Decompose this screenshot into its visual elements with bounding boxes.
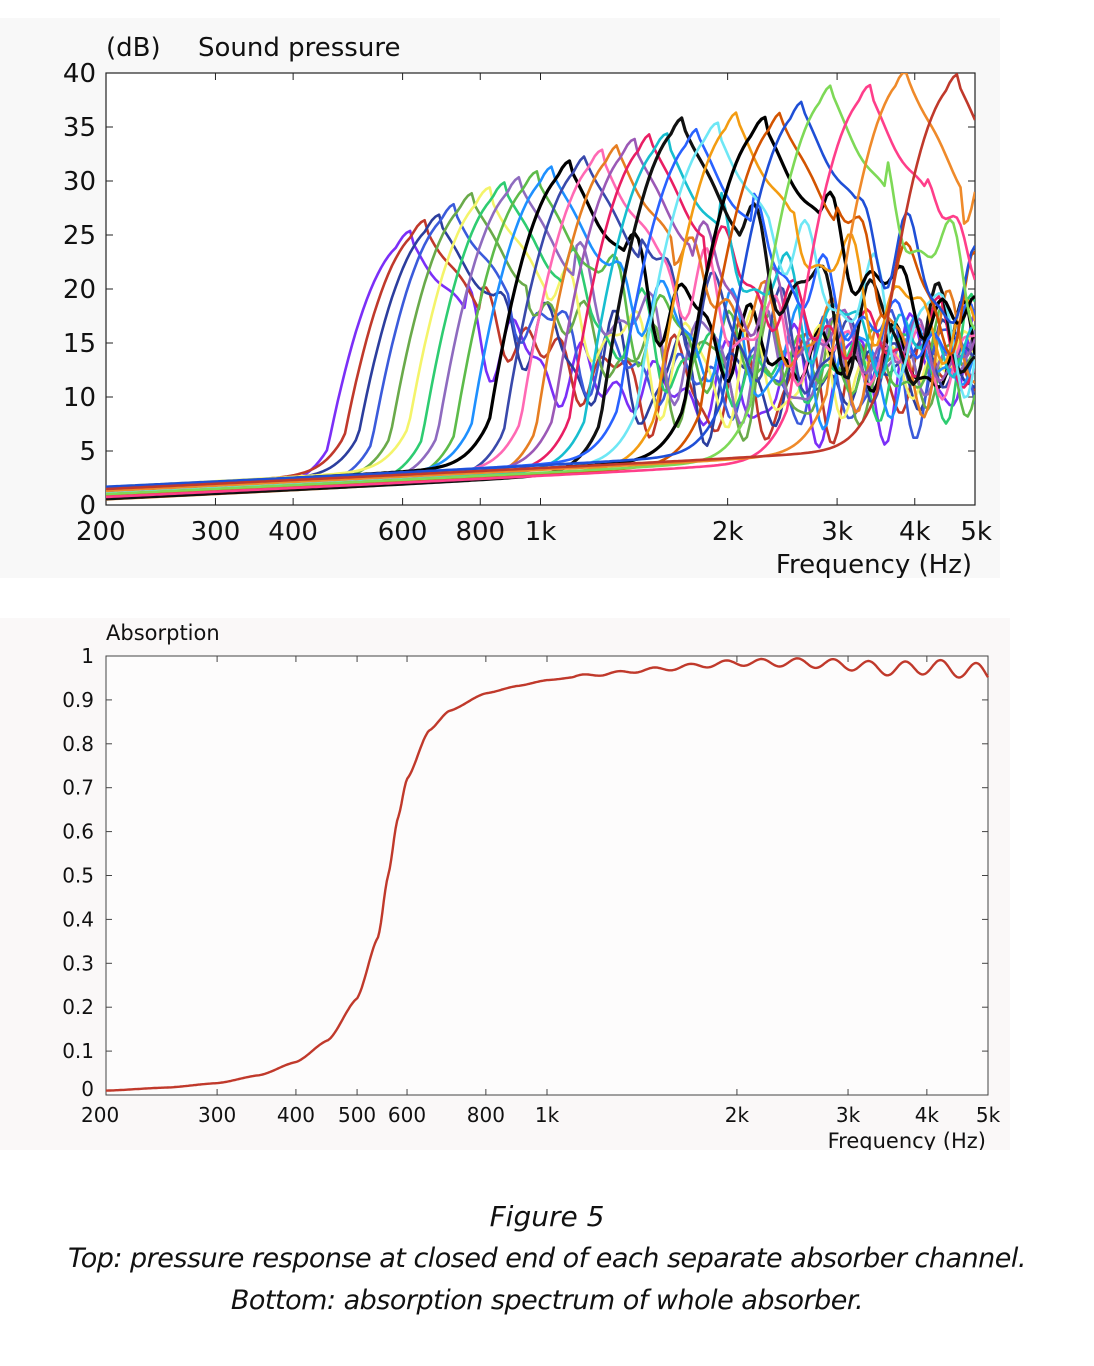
figure-caption-title: Figure 5 xyxy=(489,1200,605,1233)
x-tick-label: 600 xyxy=(388,1103,426,1127)
y-tick-label: 0 xyxy=(81,1077,94,1101)
y-tick-label: 0.9 xyxy=(62,688,94,712)
y-tick-label: 1 xyxy=(81,644,94,668)
x-tick-label: 200 xyxy=(76,517,126,547)
x-tick-label: 2k xyxy=(725,1103,750,1127)
x-tick-label: 1k xyxy=(535,1103,560,1127)
x-tick-label: 4k xyxy=(915,1103,940,1127)
x-tick-label: 300 xyxy=(191,517,241,547)
absorption-chart-panel: 0 0.1 0.2 0.3 0.4 0.5 0.6 0.7 0.8 0.9 1 200 300 400 50… xyxy=(0,618,1010,1150)
absorption-plot-frame xyxy=(105,655,989,1096)
y-tick-label: 0.1 xyxy=(62,1039,94,1063)
sound-pressure-series-line-28 xyxy=(106,73,975,491)
sound-pressure-chart-panel: 0 5 10 15 20 25 30 35 40 200 300 400 600 800 1k 2k 3k 4k 5… xyxy=(0,18,1000,578)
sound-pressure-series-line-25 xyxy=(106,84,975,496)
y-tick-label: 30 xyxy=(63,167,96,197)
sound-pressure-plot-area: 0 5 10 15 20 25 30 35 40 200 300 400 600 800 1k 2k 3k 4k 5… xyxy=(63,59,992,547)
y-tick-label: 10 xyxy=(63,383,96,413)
sound-pressure-chart: 0 5 10 15 20 25 30 35 40 200 300 400 600 800 1k 2k 3k 4k 5… xyxy=(63,33,992,578)
x-tick-label: 2k xyxy=(712,517,744,547)
figure-caption-line-1: Top: pressure response at closed end of … xyxy=(68,1243,1026,1274)
y-tick-label: 15 xyxy=(63,329,96,359)
x-tick-label: 800 xyxy=(467,1103,505,1127)
figure-caption-line-2: Bottom: absorption spectrum of whole abs… xyxy=(230,1285,864,1316)
y-tick-label: 0.6 xyxy=(62,820,94,844)
y-tick-label: 25 xyxy=(63,221,96,251)
x-tick-label: 800 xyxy=(455,517,505,547)
x-tick-label: 1k xyxy=(525,517,557,547)
absorption-chart: 0 0.1 0.2 0.3 0.4 0.5 0.6 0.7 0.8 0.9 1 200 300 400 50… xyxy=(62,621,1000,1150)
y-tick-label: 0.5 xyxy=(62,864,94,888)
x-tick-label: 3k xyxy=(821,517,853,547)
sound-pressure-x-axis-label: Frequency (Hz) xyxy=(776,550,972,578)
x-tick-label: 200 xyxy=(81,1103,119,1127)
x-tick-label: 300 xyxy=(198,1103,236,1127)
absorption-x-axis-label: Frequency (Hz) xyxy=(828,1129,986,1150)
sound-pressure-series-line-26 xyxy=(106,83,975,499)
y-tick-label: 35 xyxy=(63,113,96,143)
x-tick-label: 500 xyxy=(338,1103,376,1127)
sound-pressure-series-line-27 xyxy=(106,73,975,493)
y-tick-label: 0.4 xyxy=(62,907,94,931)
y-tick-label: 0 xyxy=(79,491,96,521)
y-tick-label: 20 xyxy=(63,275,96,305)
absorption-plot-area: 0 0.1 0.2 0.3 0.4 0.5 0.6 0.7 0.8 0.9 1 200 300 400 50… xyxy=(62,644,1000,1127)
y-tick-label: 0.7 xyxy=(62,776,94,800)
absorption-title: Absorption xyxy=(106,621,220,645)
y-tick-label: 0.3 xyxy=(62,951,94,975)
x-tick-label: 4k xyxy=(899,517,931,547)
x-tick-label: 5k xyxy=(960,517,992,547)
x-tick-label: 3k xyxy=(836,1103,861,1127)
sound-pressure-y-unit: (dB) xyxy=(106,33,161,63)
sound-pressure-title: Sound pressure xyxy=(198,33,400,63)
y-tick-label: 0.8 xyxy=(62,732,94,756)
x-tick-label: 600 xyxy=(378,517,428,547)
figure-caption: Figure 5 Top: pressure response at close… xyxy=(0,1196,1094,1322)
absorption-series-line xyxy=(106,657,990,1092)
x-tick-label: 400 xyxy=(277,1103,315,1127)
y-tick-label: 0.2 xyxy=(62,995,94,1019)
y-tick-label: 40 xyxy=(63,59,96,89)
y-tick-label: 5 xyxy=(79,437,96,467)
x-tick-label: 400 xyxy=(268,517,318,547)
x-tick-label: 5k xyxy=(976,1103,1001,1127)
